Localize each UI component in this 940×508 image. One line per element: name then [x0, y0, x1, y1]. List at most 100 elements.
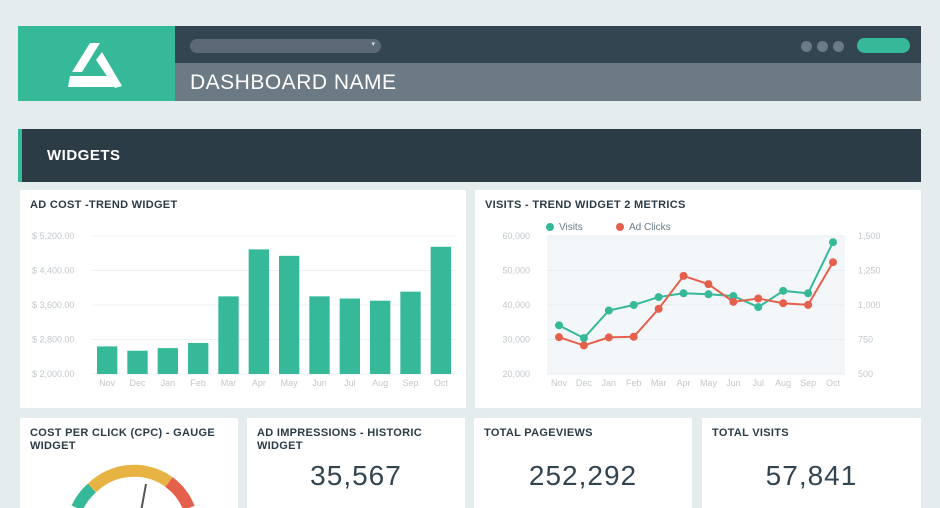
legend-label: Visits [559, 222, 583, 233]
gauge-yellow-segment [87, 464, 173, 493]
data-point [604, 333, 613, 342]
impressions-widget: AD IMPRESSIONS - HISTORIC WIDGET 35,567 [247, 418, 465, 508]
x-tick-label: Feb [190, 378, 206, 388]
x-tick-label: Aug [372, 378, 388, 388]
y-left-tick-label: 20,000 [502, 369, 530, 379]
legend-marker [616, 223, 624, 231]
data-point [579, 334, 588, 343]
widget-title: COST PER CLICK (CPC) - GAUGE WIDGET [30, 427, 216, 452]
x-tick-label: Jun [312, 378, 327, 388]
data-point [704, 290, 713, 299]
gauge-needle [140, 483, 147, 508]
widget-title: AD COST -TREND WIDGET [30, 199, 178, 211]
section-title: WIDGETS [47, 147, 121, 164]
series-line [558, 241, 834, 340]
data-point [729, 297, 738, 306]
action-button[interactable] [857, 38, 910, 53]
series-line [558, 261, 834, 347]
data-point [604, 306, 613, 315]
y-left-tick-label: 40,000 [502, 300, 530, 310]
x-tick-label: Jan [602, 378, 617, 388]
menu-dot-icon[interactable] [833, 41, 844, 52]
data-point [754, 303, 763, 312]
bar [400, 291, 421, 374]
data-point [779, 286, 788, 295]
x-tick-label: May [700, 378, 718, 388]
legend-marker [546, 223, 554, 231]
bar [309, 296, 330, 374]
y-right-tick-label: 500 [858, 369, 873, 379]
data-point [629, 301, 638, 309]
data-point [804, 289, 813, 298]
widget-title: AD IMPRESSIONS - HISTORIC WIDGET [257, 427, 422, 452]
data-point [704, 280, 713, 289]
data-point [654, 293, 663, 302]
y-tick-label: $ 5,200.00 [32, 231, 75, 241]
bar [279, 255, 300, 374]
dashboard-dropdown[interactable]: ▾ [190, 39, 381, 53]
x-tick-label: Mar [651, 378, 667, 388]
y-right-tick-label: 1,000 [858, 300, 881, 310]
impressions-value: 35,567 [310, 460, 402, 491]
x-tick-label: Jun [726, 378, 741, 388]
total-visits-value: 57,841 [765, 460, 858, 491]
y-tick-label: $ 2,800.00 [32, 335, 75, 345]
x-tick-label: Sep [800, 378, 816, 388]
widget-title: TOTAL VISITS [712, 427, 789, 439]
x-tick-label: Dec [576, 378, 593, 388]
x-tick-label: Nov [99, 378, 116, 388]
logo[interactable] [18, 26, 175, 101]
x-tick-label: Jan [161, 378, 176, 388]
bar-chart: $ 2,000.00 $ 2,800.00 $ 3,600.00 $ 4,400.00… [32, 231, 456, 388]
bar [157, 348, 178, 374]
widget-title: TOTAL PAGEVIEWS [484, 427, 593, 439]
gauge-red-segment [165, 477, 195, 508]
line-chart: 20,000 500 30,000 750 40,000 1,000 50,000 1,250… [502, 222, 881, 388]
cpc-gauge-widget: COST PER CLICK (CPC) - GAUGE WIDGET [20, 418, 238, 508]
x-tick-label: Nov [551, 378, 568, 388]
section-header: WIDGETS [18, 129, 921, 182]
legend-label: Ad Clicks [629, 222, 671, 233]
data-point [555, 321, 563, 330]
gauge-green-segment [71, 483, 97, 508]
dashboard-name: DASHBOARD NAME [190, 71, 397, 94]
y-tick-label: $ 2,000.00 [32, 369, 75, 379]
y-tick-label: $ 3,600.00 [32, 300, 75, 310]
ad-cost-widget: AD COST -TREND WIDGET $ 2,000.00 $ 2,800.… [20, 190, 466, 408]
bar [188, 342, 209, 374]
y-right-tick-label: 750 [858, 335, 873, 345]
menu-dot-icon[interactable] [817, 41, 828, 52]
data-point [754, 294, 763, 303]
y-right-tick-label: 1,500 [858, 231, 881, 241]
x-tick-label: Sep [402, 378, 418, 388]
data-point [579, 341, 588, 350]
x-tick-label: Oct [434, 378, 449, 388]
x-tick-label: Oct [826, 378, 841, 388]
y-left-tick-label: 30,000 [502, 335, 530, 345]
menu-dot-icon[interactable] [801, 41, 812, 52]
x-tick-label: Jul [753, 378, 765, 388]
data-point [804, 300, 813, 309]
y-left-tick-label: 50,000 [502, 266, 530, 276]
dashboard-name-bar: DASHBOARD NAME [175, 63, 921, 101]
y-tick-label: $ 4,400.00 [32, 266, 75, 276]
data-point [679, 289, 688, 298]
data-point [829, 238, 837, 247]
visits-widget: VISITS - TREND WIDGET 2 METRICS 20,000 50… [475, 190, 921, 408]
data-point [679, 271, 688, 280]
x-tick-label: Feb [626, 378, 642, 388]
x-tick-label: Aug [775, 378, 791, 388]
data-point [829, 258, 837, 267]
logo-icon [68, 43, 122, 88]
data-point [629, 332, 638, 341]
gauge [71, 464, 195, 508]
x-tick-label: Apr [252, 378, 266, 388]
bar [218, 296, 239, 374]
x-tick-label: Jul [344, 378, 356, 388]
x-tick-label: Apr [677, 378, 691, 388]
total-visits-widget: TOTAL VISITS 57,841 [702, 418, 921, 508]
pageviews-widget: TOTAL PAGEVIEWS 252,292 [474, 418, 692, 508]
x-tick-label: Dec [129, 378, 146, 388]
bar [339, 298, 360, 374]
chevron-down-icon: ▾ [371, 41, 375, 48]
